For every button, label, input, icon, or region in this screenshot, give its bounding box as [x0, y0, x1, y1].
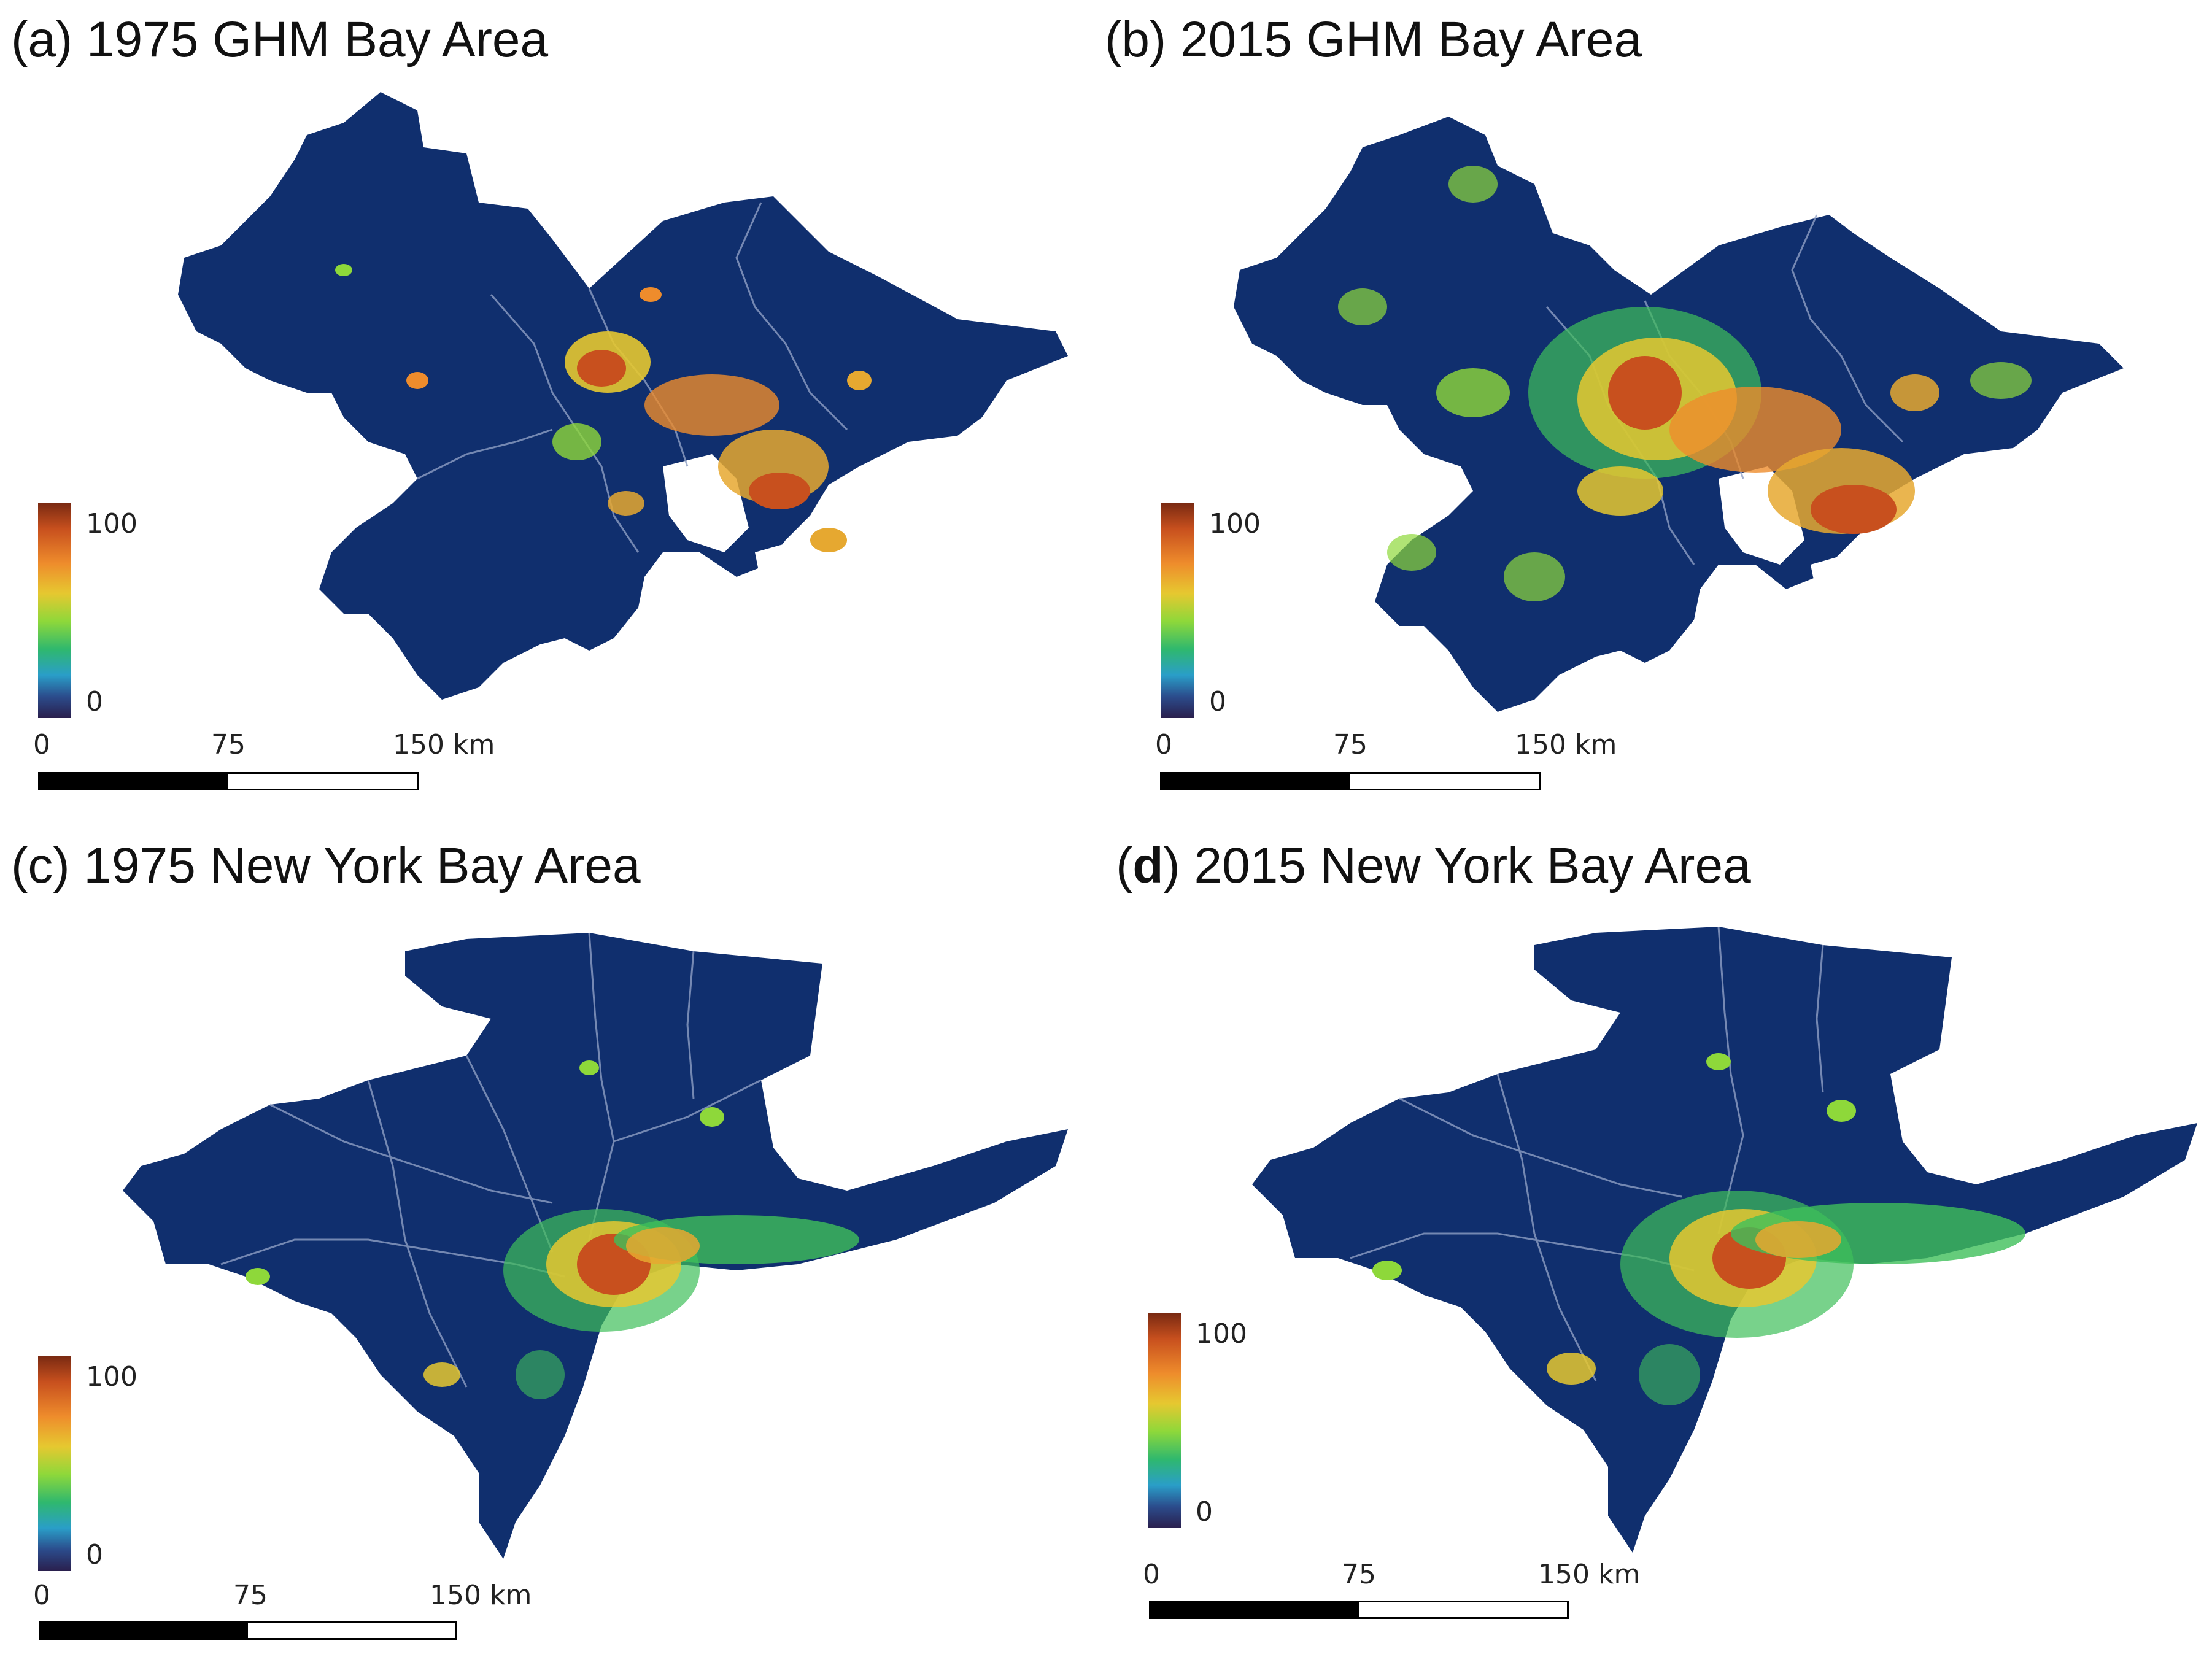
urban-hotspots: [1338, 166, 2032, 601]
legend-min-d: 0: [1196, 1496, 1213, 1528]
ghm-region-shape: [178, 92, 1068, 700]
scale-tick-0-b: 0: [1155, 729, 1172, 760]
legend-min-a: 0: [86, 686, 103, 717]
panel-d: (d) 2015 New York Bay Area 100 0 0 75 15…: [1105, 822, 2212, 1657]
panel-b: (b) 2015 GHM Bay Area: [1105, 0, 2212, 822]
scale-tick-75-b: 75: [1333, 729, 1367, 760]
legend-colorbar-b: [1161, 503, 1194, 718]
panel-a: (a) 1975 GHM Bay Area: [0, 0, 1105, 822]
scale-tick-150-a: 150 km: [393, 729, 495, 760]
scale-bar-a: [38, 772, 419, 790]
ny-1975-map: [123, 932, 1068, 1559]
panel-c: (c) 1975 New York Bay Area 100 0 0: [0, 822, 1105, 1657]
ghm-1975-map: [178, 92, 1068, 700]
scale-tick-0-d: 0: [1143, 1559, 1160, 1590]
scale-tick-75-a: 75: [211, 729, 246, 760]
scale-tick-0-a: 0: [33, 729, 50, 760]
legend-max-b: 100: [1209, 508, 1261, 539]
panel-title-c: (c) 1975 New York Bay Area: [11, 838, 641, 894]
scale-tick-0-c: 0: [33, 1580, 50, 1611]
legend-colorbar-c: [38, 1356, 71, 1571]
scale-bar-c: [39, 1621, 457, 1640]
scale-tick-150-b: 150 km: [1515, 729, 1617, 760]
ghm-2015-map: [1234, 117, 2124, 712]
legend-max-d: 100: [1196, 1318, 1247, 1350]
legend-colorbar-d: [1148, 1313, 1181, 1528]
urban-hotspots: [1372, 1053, 2025, 1405]
scale-tick-150-d: 150 km: [1538, 1559, 1641, 1590]
scale-bar-d: [1149, 1601, 1569, 1619]
scale-tick-75-d: 75: [1342, 1559, 1376, 1590]
ny-2015-map: [1252, 926, 2197, 1553]
scale-bar-b: [1160, 772, 1541, 790]
panel-title-d: (d) 2015 New York Bay Area: [1116, 838, 1751, 894]
scale-tick-150-c: 150 km: [430, 1580, 532, 1611]
legend-min-c: 0: [86, 1539, 103, 1570]
panel-title-a: (a) 1975 GHM Bay Area: [11, 12, 549, 68]
legend-min-b: 0: [1209, 686, 1226, 717]
legend-max-a: 100: [86, 508, 137, 539]
legend-max-c: 100: [86, 1361, 137, 1392]
boundary-lines: [220, 932, 762, 1388]
panel-title-b: (b) 2015 GHM Bay Area: [1105, 12, 1642, 68]
scale-tick-75-c: 75: [233, 1580, 268, 1611]
urban-hotspots: [335, 264, 872, 552]
legend-colorbar-a: [38, 503, 71, 718]
urban-hotspots: [246, 1060, 859, 1399]
